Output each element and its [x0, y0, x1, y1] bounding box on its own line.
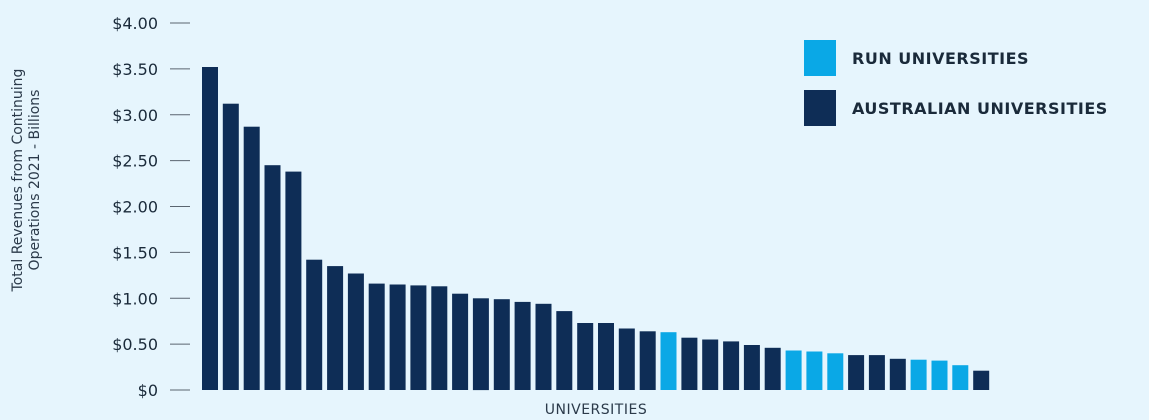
- y-tick-label: $3.00: [112, 106, 158, 125]
- bar-australian-university: [347, 273, 364, 390]
- bar-australian-university: [222, 103, 239, 390]
- y-axis-label: Total Revenues from Continuing Operation…: [10, 69, 43, 293]
- y-tick-label: $4.00: [112, 14, 158, 33]
- y-tick-label: $1.50: [112, 243, 158, 262]
- bar-australian-university: [472, 298, 489, 391]
- y-tick-label: $0.50: [112, 335, 158, 354]
- bar-australian-university: [431, 286, 448, 390]
- bar-australian-university: [368, 283, 385, 390]
- bar-run-university: [931, 360, 948, 390]
- bar-australian-university: [556, 311, 573, 390]
- y-axis: $0 $0.50 $1.00 $1.50 $2.00 $2.50 $3.00 $3.50 $4.…: [112, 14, 190, 400]
- bar-australian-university: [764, 347, 781, 390]
- bar-australian-university: [285, 171, 302, 390]
- bar-australian-university: [202, 67, 218, 390]
- bar-australian-university: [973, 370, 990, 390]
- bar-run-university: [910, 359, 927, 390]
- bar-australian-university: [452, 293, 469, 390]
- y-tick-label: $1.00: [112, 289, 158, 308]
- bar-run-university: [806, 351, 823, 390]
- bar-australian-university: [577, 323, 594, 390]
- bar-australian-university: [848, 355, 865, 390]
- y-tick-label: $0: [138, 381, 158, 400]
- bar-australian-university: [723, 341, 740, 390]
- bar-australian-university: [264, 165, 281, 390]
- bar-australian-university: [327, 266, 344, 390]
- bar-australian-university: [681, 337, 698, 390]
- bar-australian-university: [389, 284, 406, 390]
- legend-label-run: RUN UNIVERSITIES: [852, 48, 1030, 68]
- legend: RUN UNIVERSITIES AUSTRALIAN UNIVERSITIES: [804, 40, 1108, 140]
- x-axis-label: UNIVERSITIES: [545, 402, 647, 416]
- y-axis-label-line2: Operations 2021 - Billions: [27, 90, 43, 271]
- y-tick-label: $2.00: [112, 198, 158, 217]
- y-axis-label-line1: Total Revenues from Continuing: [10, 69, 26, 293]
- bar-australian-university: [639, 331, 656, 390]
- bar-australian-university: [702, 339, 719, 390]
- bar-australian-university: [410, 285, 427, 390]
- bar-australian-university: [618, 328, 635, 390]
- legend-swatch-run: [804, 40, 836, 76]
- bar-australian-university: [535, 303, 552, 390]
- y-tick-label: $2.50: [112, 152, 158, 171]
- bar-australian-university: [514, 301, 531, 390]
- bar-australian-university: [306, 259, 323, 390]
- legend-item-run: RUN UNIVERSITIES: [804, 40, 1108, 76]
- bar-australian-university: [868, 355, 885, 390]
- legend-label-australian: AUSTRALIAN UNIVERSITIES: [852, 98, 1108, 118]
- bar-run-university: [952, 365, 969, 390]
- bar-australian-university: [243, 126, 260, 390]
- bar-run-university: [660, 332, 677, 390]
- legend-swatch-australian: [804, 90, 836, 126]
- bar-run-university: [827, 353, 844, 390]
- bar-run-university: [785, 350, 802, 390]
- legend-item-australian: AUSTRALIAN UNIVERSITIES: [804, 90, 1108, 126]
- bar-australian-university: [889, 358, 906, 390]
- bars: [202, 67, 990, 391]
- bar-australian-university: [493, 299, 510, 390]
- bar-australian-university: [598, 323, 614, 390]
- bar-australian-university: [743, 345, 760, 390]
- y-tick-label: $3.50: [112, 60, 158, 79]
